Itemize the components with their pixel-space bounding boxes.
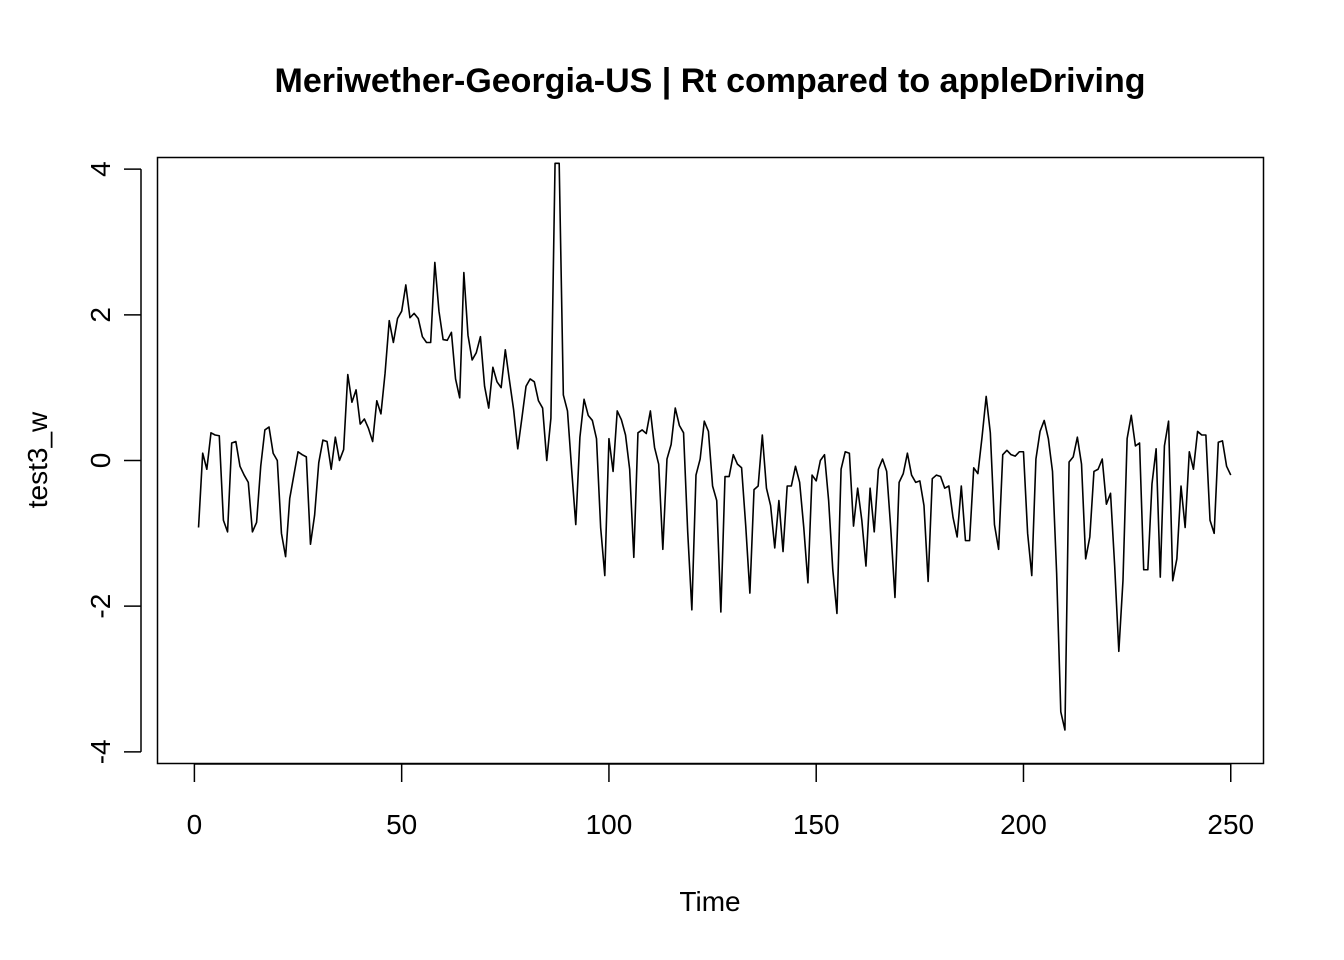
x-tick-label: 200 xyxy=(1000,809,1047,840)
x-tick-label: 250 xyxy=(1207,809,1254,840)
x-axis-label: Time xyxy=(679,886,740,917)
x-tick-label: 150 xyxy=(793,809,840,840)
y-tick-label: -2 xyxy=(85,594,116,619)
x-tick-label: 100 xyxy=(586,809,633,840)
y-tick-label: -4 xyxy=(85,739,116,764)
y-tick-label: 2 xyxy=(85,307,116,323)
y-tick-label: 4 xyxy=(85,161,116,177)
x-tick-label: 50 xyxy=(386,809,417,840)
series-line xyxy=(197,162,1232,731)
x-axis: 0 50 100 150 200 250 xyxy=(187,763,1254,840)
y-axis: -4 -2 0 2 4 xyxy=(85,161,142,764)
y-axis-label: test3_w xyxy=(22,411,53,508)
y-tick-label: 0 xyxy=(85,453,116,469)
x-tick-label: 0 xyxy=(187,809,203,840)
chart-title: Meriwether-Georgia-US | Rt compared to a… xyxy=(275,62,1146,100)
